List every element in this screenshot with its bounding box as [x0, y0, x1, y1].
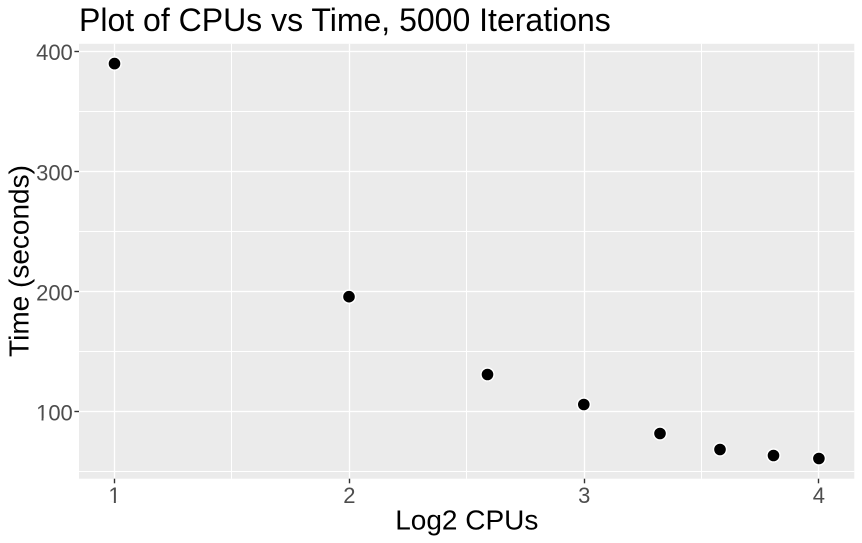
svg-text:200: 200: [36, 281, 73, 306]
svg-text:1: 1: [108, 483, 120, 508]
svg-text:Time (seconds): Time (seconds): [4, 165, 35, 357]
svg-text:4: 4: [813, 483, 825, 508]
svg-text:Plot of CPUs vs Time, 5000 Ite: Plot of CPUs vs Time, 5000 Iterations: [79, 2, 611, 38]
svg-text:2: 2: [343, 483, 355, 508]
svg-text:Log2 CPUs: Log2 CPUs: [395, 505, 538, 536]
svg-text:400: 400: [36, 40, 73, 65]
svg-text:100: 100: [36, 400, 73, 425]
svg-text:3: 3: [578, 483, 590, 508]
svg-text:300: 300: [36, 160, 73, 185]
